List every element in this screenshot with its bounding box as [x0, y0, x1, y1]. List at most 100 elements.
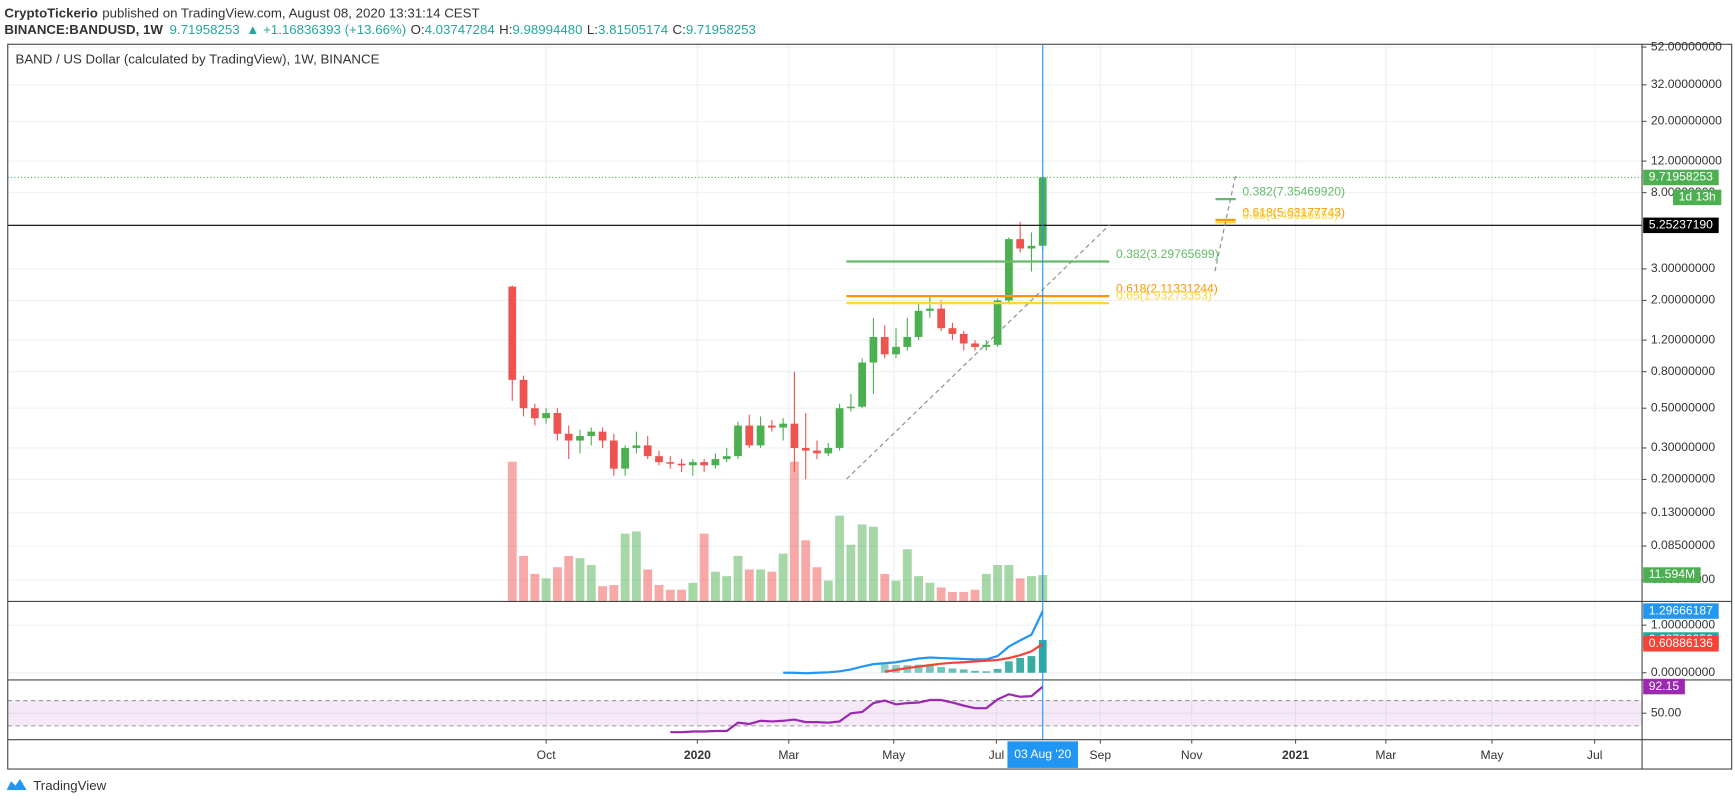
volume-bar	[959, 591, 969, 601]
y-tick-label: 1.20000000	[1651, 332, 1715, 346]
fib-label: 0.65(5.45086559)	[1242, 208, 1338, 222]
candle-body	[880, 336, 889, 355]
x-tick-label: Sep	[1089, 748, 1111, 762]
volume-label: 11.594M	[1649, 567, 1695, 581]
y-tick-label: 0.08500000	[1651, 538, 1715, 552]
fib-label: 0.382(7.35469920)	[1242, 185, 1345, 199]
indicator-label: 0.60886136	[1649, 636, 1713, 650]
candle-body	[925, 308, 934, 311]
volume-bar	[823, 580, 833, 601]
volume-bar	[609, 585, 619, 601]
candle-body	[745, 425, 754, 446]
fib-label: 0.382(3.29765699)	[1116, 247, 1219, 261]
publish-line: CryptoTickerio published on TradingView.c…	[4, 5, 479, 20]
volume-bar	[722, 576, 732, 601]
candle-body	[542, 413, 550, 419]
volume-bar	[1027, 576, 1036, 601]
y-tick-label: 0.13000000	[1651, 505, 1715, 519]
volume-bar	[902, 549, 912, 601]
candle-body	[846, 406, 855, 409]
y-tick-label: 2.00000000	[1651, 293, 1715, 307]
volume-bar	[710, 571, 720, 601]
candle-body	[801, 447, 810, 451]
volume-bar	[891, 580, 901, 601]
volume-bar	[575, 558, 585, 601]
published: published on TradingView.com, August 08,…	[102, 5, 479, 20]
candle-body	[1004, 239, 1013, 301]
indicator-label-bg	[1643, 636, 1719, 652]
volume-bar	[598, 586, 607, 601]
volume-bar	[789, 461, 799, 601]
candle-body	[790, 423, 799, 448]
histogram-bar	[1016, 657, 1025, 673]
volume-bar	[1015, 578, 1025, 601]
last-price-label: 9.71958253	[1649, 170, 1713, 184]
volume-bar	[880, 573, 890, 601]
volume-bar	[948, 591, 957, 601]
candle-body	[530, 408, 539, 419]
histogram-bar	[971, 670, 979, 673]
volume-bar	[552, 567, 562, 601]
candle-body	[869, 336, 878, 363]
x-tick-label: Jul	[989, 748, 1005, 762]
y-tick-label: 0.30000000	[1651, 440, 1715, 454]
footer-logo	[6, 778, 27, 791]
y-tick-label: 50.00	[1651, 705, 1682, 719]
volume-bar	[981, 573, 991, 601]
trend-line	[1214, 173, 1237, 272]
volume-bar	[744, 569, 754, 601]
indicator-label-bg	[1643, 678, 1685, 695]
price-line-label-bg	[1643, 217, 1719, 234]
histogram-bar	[948, 668, 957, 673]
candle-body	[993, 300, 1002, 345]
candle-body	[643, 445, 652, 457]
candle-body	[688, 462, 697, 466]
indicator-line	[884, 642, 1044, 673]
candle-body	[971, 343, 979, 347]
price-line-label: 5.25237190	[1649, 218, 1713, 232]
candle-body	[734, 425, 742, 457]
x-tick-label: 2020	[684, 748, 711, 762]
open-key: O:	[411, 21, 425, 36]
chart-frame	[7, 43, 1733, 770]
fib-label: 0.618(2.11331244)	[1116, 282, 1218, 296]
candle-body	[858, 362, 867, 407]
candle-body	[621, 447, 629, 469]
volume-bar	[699, 533, 709, 601]
countdown-label-bg	[1673, 189, 1722, 206]
histogram-bar	[1004, 661, 1013, 673]
candle-body	[948, 328, 957, 334]
candle-body	[655, 456, 663, 463]
candle-body	[553, 413, 562, 434]
volume-bar	[869, 526, 878, 601]
volume-bar	[643, 569, 653, 601]
candle-body	[903, 336, 912, 347]
volume-bar	[812, 567, 822, 601]
candle-body	[519, 379, 528, 409]
volume-bar	[970, 589, 980, 601]
histogram-bar	[1027, 656, 1036, 673]
indicator-line	[783, 610, 1044, 675]
high-key: H:	[499, 21, 512, 36]
fib-label: 0.618(5.63177743)	[1242, 205, 1345, 219]
x-tick-label: Jul	[1587, 748, 1603, 762]
volume-bar	[993, 564, 1003, 601]
candle-body	[666, 462, 675, 464]
candle-body	[587, 431, 596, 436]
candle-body	[564, 433, 573, 441]
volume-bar	[631, 531, 641, 601]
volume-bar	[857, 524, 867, 601]
candle-body	[779, 423, 788, 428]
y-tick-label: 0.80000000	[1651, 364, 1715, 378]
indicator-label: 1.29666187	[1649, 603, 1713, 617]
open-value: 4.03747284	[425, 21, 495, 36]
x-tick-label: May	[882, 748, 906, 762]
volume-bar	[507, 461, 517, 601]
volume-bar	[620, 533, 630, 601]
crosshair-label-bg	[1007, 741, 1079, 768]
volume-bar	[767, 571, 777, 601]
candle-body	[959, 333, 968, 344]
